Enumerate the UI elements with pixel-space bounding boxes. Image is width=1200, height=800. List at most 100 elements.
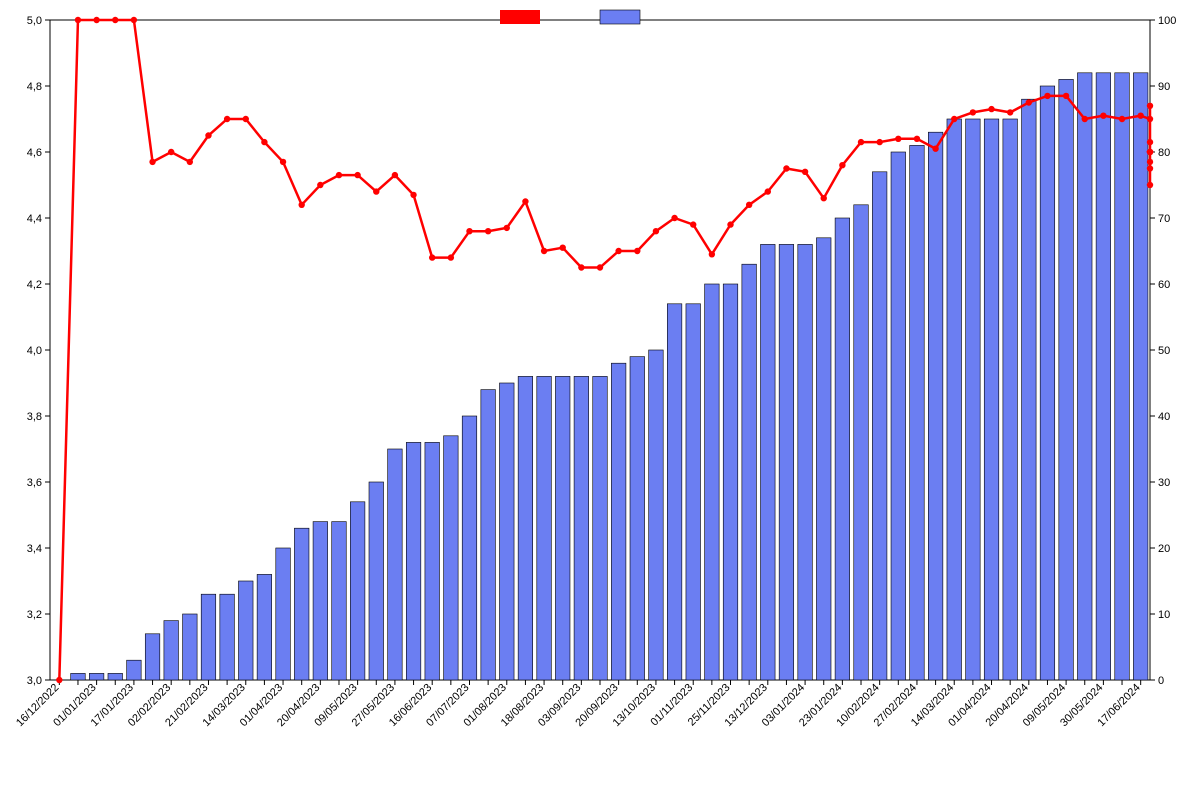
bar	[294, 528, 309, 680]
left-tick-label: 5,0	[27, 15, 42, 27]
bar	[928, 132, 943, 680]
bar	[127, 660, 142, 680]
line-marker	[205, 132, 211, 138]
bar	[425, 442, 440, 680]
line-marker	[1082, 116, 1088, 122]
line-marker	[1147, 182, 1153, 188]
right-tick-label: 40	[1158, 411, 1170, 423]
bar	[686, 304, 701, 680]
bar	[1077, 73, 1092, 680]
bar	[947, 119, 962, 680]
left-tick-label: 3,8	[27, 411, 42, 423]
line-marker	[1147, 116, 1153, 122]
bar	[593, 376, 608, 680]
bar	[705, 284, 720, 680]
line-marker	[149, 159, 155, 165]
line-marker	[280, 159, 286, 165]
bar	[350, 502, 365, 680]
line-marker	[1137, 113, 1143, 119]
right-tick-label: 30	[1158, 477, 1170, 489]
line-marker	[560, 245, 566, 251]
bar	[537, 376, 552, 680]
line-marker	[671, 215, 677, 221]
line-marker	[187, 159, 193, 165]
bar	[798, 244, 813, 680]
right-tick-label: 20	[1158, 543, 1170, 555]
bar	[369, 482, 384, 680]
bar	[1003, 119, 1018, 680]
bar	[201, 594, 216, 680]
bar	[145, 634, 160, 680]
right-tick-label: 50	[1158, 345, 1170, 357]
line-marker	[1147, 139, 1153, 145]
bar	[742, 264, 757, 680]
legend-swatch-bar	[600, 10, 640, 24]
line-marker	[615, 248, 621, 254]
line-marker	[224, 116, 230, 122]
line-marker	[765, 188, 771, 194]
line-marker	[448, 254, 454, 260]
right-tick-label: 60	[1158, 279, 1170, 291]
bar	[89, 673, 104, 680]
line-marker	[895, 136, 901, 142]
bar	[574, 376, 589, 680]
line-marker	[112, 17, 118, 23]
left-tick-label: 3,4	[27, 543, 42, 555]
bar	[108, 673, 123, 680]
line-marker	[970, 109, 976, 115]
line-marker	[932, 146, 938, 152]
line-marker	[783, 165, 789, 171]
bar	[835, 218, 850, 680]
bar	[1115, 73, 1130, 680]
line-marker	[131, 17, 137, 23]
line-marker	[858, 139, 864, 145]
left-tick-label: 3,0	[27, 675, 42, 687]
line-marker	[951, 116, 957, 122]
line-marker	[392, 172, 398, 178]
bar	[816, 238, 831, 680]
line-marker	[429, 254, 435, 260]
line-marker	[373, 188, 379, 194]
left-tick-label: 4,2	[27, 279, 42, 291]
bar	[257, 574, 272, 680]
line-marker	[1100, 113, 1106, 119]
bar	[71, 673, 86, 680]
bar	[238, 581, 253, 680]
line-marker	[802, 169, 808, 175]
right-tick-label: 100	[1158, 15, 1176, 27]
line-marker	[168, 149, 174, 155]
line-marker	[727, 221, 733, 227]
line-marker	[317, 182, 323, 188]
right-tick-label: 0	[1158, 675, 1164, 687]
right-tick-label: 10	[1158, 609, 1170, 621]
bar	[667, 304, 682, 680]
bar	[649, 350, 664, 680]
bar	[444, 436, 459, 680]
bar	[406, 442, 421, 680]
line-marker	[75, 17, 81, 23]
bar	[220, 594, 235, 680]
bar	[891, 152, 906, 680]
bar	[611, 363, 626, 680]
line-marker	[690, 221, 696, 227]
bar	[1040, 86, 1055, 680]
bar	[723, 284, 738, 680]
line-marker	[298, 202, 304, 208]
bar	[1022, 99, 1037, 680]
bar	[481, 390, 496, 680]
left-tick-label: 4,0	[27, 345, 42, 357]
right-tick-label: 70	[1158, 213, 1170, 225]
bar	[1059, 79, 1074, 680]
line-marker	[821, 195, 827, 201]
line-marker	[988, 106, 994, 112]
bar	[462, 416, 477, 680]
bar	[555, 376, 570, 680]
line-marker	[1147, 149, 1153, 155]
line-marker	[839, 162, 845, 168]
line-marker	[485, 228, 491, 234]
line-marker	[243, 116, 249, 122]
bar	[910, 145, 925, 680]
left-tick-label: 4,8	[27, 81, 42, 93]
bar	[332, 522, 347, 680]
line-marker	[1007, 109, 1013, 115]
